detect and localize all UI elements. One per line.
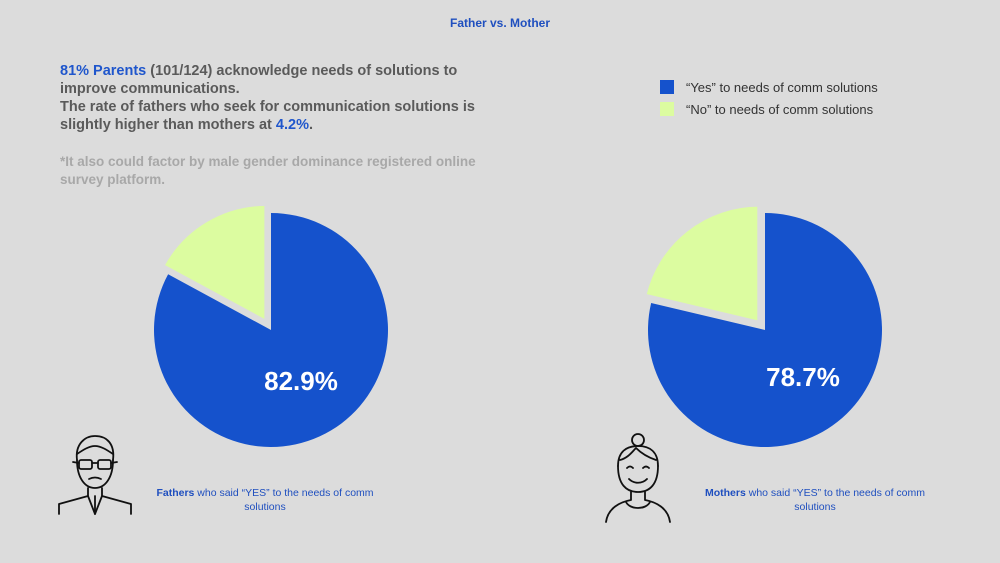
intro-line2: The rate of fathers who seek for communi… (60, 99, 475, 133)
legend-label-no: “No” to needs of comm solutions (686, 101, 874, 117)
caption-fathers: Fathers who said “YES” to the needs of c… (145, 486, 385, 514)
woman-icon (605, 433, 671, 523)
chart-legend: “Yes” to needs of comm solutions “No” to… (660, 76, 878, 120)
caption-fathers-bold: Fathers (156, 487, 195, 499)
caption-fathers-rest: who said “YES” to the needs of comm solu… (194, 487, 374, 513)
intro-line2-end: . (308, 117, 314, 133)
pie-value-label: 78.7% (766, 362, 840, 392)
man-with-glasses-icon (58, 435, 132, 515)
caption-mothers-rest: who said “YES” to the needs of comm solu… (745, 487, 925, 513)
caption-mothers: Mothers who said “YES” to the needs of c… (695, 486, 935, 514)
pie-slice-no (160, 202, 268, 324)
intro-highlight: 81% Parents (60, 63, 147, 79)
intro-line1: (101/124) acknowledge needs of solutions… (60, 63, 458, 97)
page-title: Father vs. Mother (449, 16, 551, 30)
pie-slice-yes (154, 213, 388, 448)
legend-item-yes: “Yes” to needs of comm solutions (660, 76, 878, 98)
pie-slice-yes (647, 213, 882, 447)
legend-item-no: “No” to needs of comm solutions (660, 98, 878, 120)
legend-swatch-no (660, 102, 674, 116)
legend-label-yes: “Yes” to needs of comm solutions (686, 79, 878, 95)
caption-mothers-bold: Mothers (704, 487, 746, 499)
footnote: *It also could factor by male gender dom… (60, 154, 476, 187)
pie-chart-fathers: 82.9% (154, 202, 388, 448)
pie-chart-mothers: 78.7% (643, 203, 882, 447)
intro-line2-highlight: 4.2% (275, 117, 309, 133)
intro-text: 81% Parents (101/124) acknowledge needs … (60, 62, 500, 134)
pie-slice-no (643, 203, 761, 325)
legend-swatch-yes (660, 80, 674, 94)
pie-value-label: 82.9% (264, 366, 338, 396)
